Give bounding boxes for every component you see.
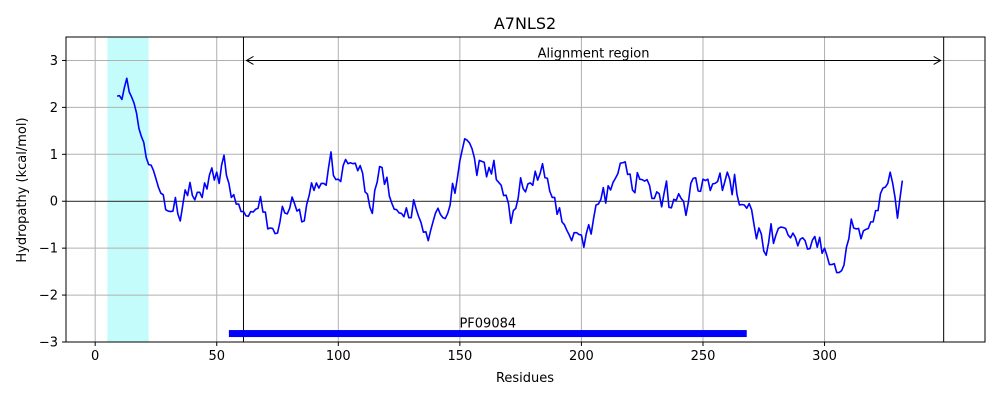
x-tick-label: 50 — [208, 349, 225, 364]
x-tick-label: 150 — [447, 349, 472, 364]
x-tick-label: 200 — [569, 349, 594, 364]
chart-title: A7NLS2 — [494, 14, 556, 33]
y-tick-label: −2 — [39, 289, 58, 304]
y-tick-label: −3 — [39, 336, 58, 351]
alignment-region-label: Alignment region — [538, 46, 650, 61]
x-axis-label: Residues — [496, 371, 554, 386]
hydropathy-line — [116, 77, 904, 274]
y-tick-label: 3 — [50, 54, 58, 69]
y-tick-label: −1 — [39, 242, 58, 257]
alignment-arrow-head-left — [245, 56, 254, 65]
x-tick-label: 250 — [691, 349, 716, 364]
y-tick-label: 0 — [50, 195, 58, 210]
y-tick-label: 2 — [50, 101, 58, 116]
plot-frame — [65, 36, 986, 343]
x-tick-label: 300 — [812, 349, 837, 364]
domain-bar — [228, 330, 747, 338]
alignment-arrow-head-right — [933, 56, 942, 65]
domain-bar-label: PF09084 — [459, 317, 516, 332]
y-tick-label: 1 — [50, 148, 58, 163]
x-tick-label: 0 — [91, 349, 99, 364]
x-tick-label: 100 — [326, 349, 351, 364]
y-axis-label: Hydropathy (kcal/mol) — [15, 117, 30, 262]
